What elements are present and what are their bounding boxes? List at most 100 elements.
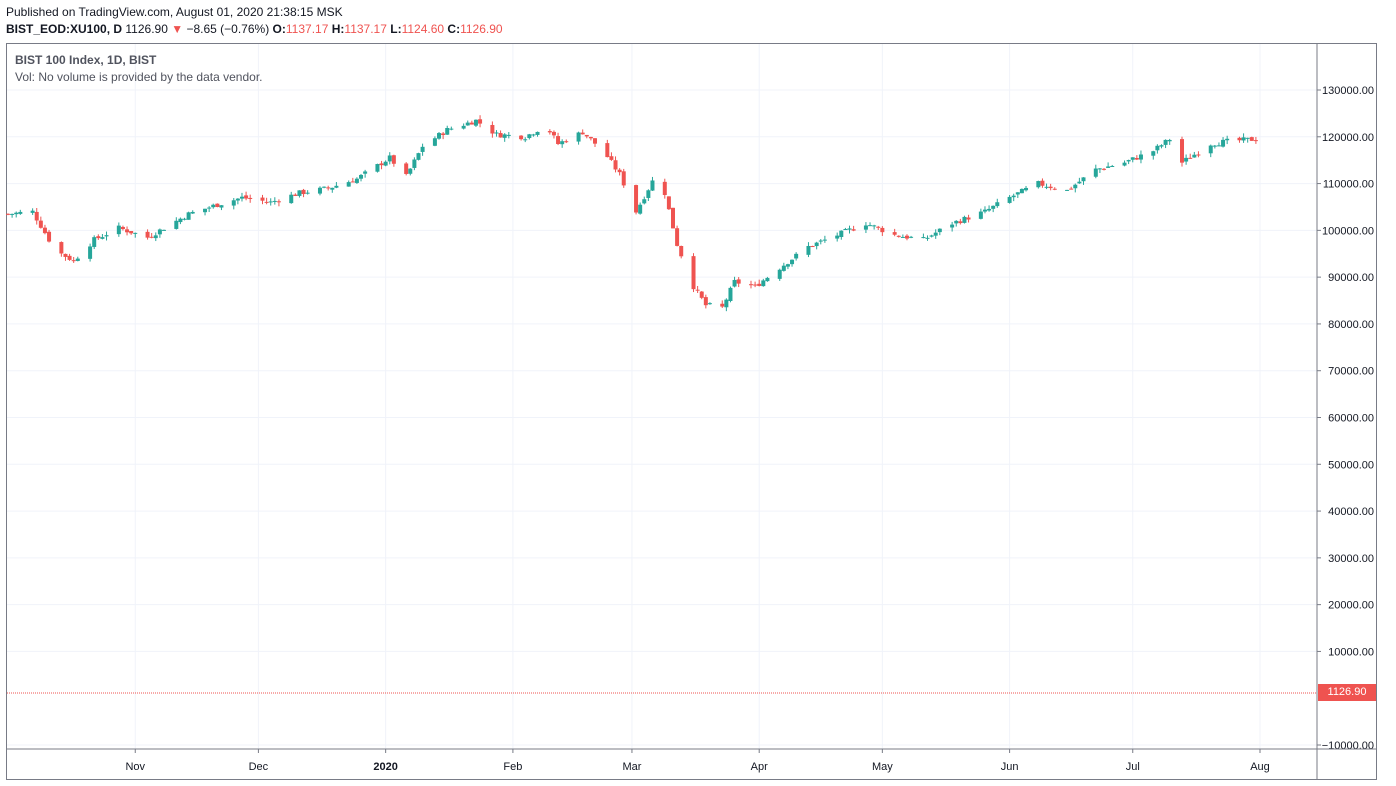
candles <box>6 115 1258 312</box>
candle-body <box>1106 166 1111 168</box>
candle-body <box>695 289 700 291</box>
candle-body <box>781 265 786 271</box>
candle-body <box>186 212 191 220</box>
candle-body <box>1130 157 1135 160</box>
candle-body <box>375 164 380 172</box>
candle-body <box>465 122 470 126</box>
candle-body <box>297 190 302 196</box>
candle-body <box>732 279 737 287</box>
candle-body <box>937 228 942 233</box>
x-tick-label: 2020 <box>373 761 397 773</box>
candle-body <box>753 284 758 286</box>
chart-frame[interactable] <box>6 43 1377 780</box>
candle-body <box>1052 188 1057 190</box>
candle-body <box>896 235 901 237</box>
candle-body <box>129 231 134 234</box>
candle-body <box>100 237 105 239</box>
candle-body <box>835 235 840 239</box>
x-tick-label: Jul <box>1126 761 1140 773</box>
candle-body <box>42 227 47 234</box>
candle-body <box>634 185 639 213</box>
candle-body <box>506 134 511 136</box>
candle-body <box>133 232 138 234</box>
low-label: L: <box>390 22 402 36</box>
candle-body <box>810 246 815 248</box>
candle-body <box>231 200 236 206</box>
candle-body <box>1077 181 1082 184</box>
x-tick-label: Mar <box>622 761 641 773</box>
candle-body <box>174 220 179 229</box>
candle-body <box>818 240 823 242</box>
x-tick-label: Jun <box>1001 761 1019 773</box>
candle-body <box>153 235 158 239</box>
candle-body <box>104 235 109 237</box>
candle-body <box>670 207 675 229</box>
candle-body <box>638 204 643 214</box>
candle-body <box>876 226 881 228</box>
candle-body <box>14 212 19 215</box>
candle-body <box>925 237 930 239</box>
candle-body <box>588 136 593 139</box>
x-tick-label: Nov <box>125 761 145 773</box>
open-value: 1137.17 <box>285 22 329 36</box>
x-tick-label: Aug <box>1250 761 1270 773</box>
candle-body <box>1155 145 1160 151</box>
candle-body <box>305 192 310 194</box>
candle-body <box>383 161 388 166</box>
candle-body <box>473 119 478 126</box>
candle-body <box>322 186 327 188</box>
candle-body <box>441 133 446 136</box>
candle-body <box>1065 189 1070 191</box>
candle-body <box>605 143 610 158</box>
candle-body <box>1019 188 1024 194</box>
candle-body <box>1040 180 1045 186</box>
candle-body <box>276 201 281 203</box>
candle-body <box>1138 154 1143 160</box>
candle-body <box>987 208 992 211</box>
candle-body <box>576 132 581 142</box>
candle-body <box>666 196 671 210</box>
candle-body <box>334 185 339 188</box>
candle-body <box>1093 168 1098 177</box>
candle-body <box>478 119 483 124</box>
candle-body <box>978 211 983 219</box>
candle-body <box>863 225 868 230</box>
candle-body <box>211 204 216 208</box>
candle-body <box>215 203 220 207</box>
candle-body <box>909 236 914 238</box>
candle-body <box>1188 157 1193 159</box>
candle-body <box>1245 137 1250 139</box>
candle-body <box>1011 195 1016 198</box>
candle-body <box>851 229 856 231</box>
candle-body <box>1134 157 1139 160</box>
candle-body <box>387 155 392 162</box>
y-tick-label: 120000.00 <box>1322 132 1374 144</box>
candle-body <box>239 196 244 199</box>
candle-body <box>317 187 322 194</box>
candle-body <box>1126 160 1131 162</box>
candle-body <box>962 216 967 223</box>
candle-body <box>1007 196 1012 203</box>
candle-body <box>149 236 154 238</box>
candle-body <box>839 230 844 238</box>
candle-body <box>437 133 442 139</box>
candle-body <box>469 122 474 125</box>
close-label: C: <box>447 22 461 36</box>
candle-body <box>75 258 80 261</box>
candle-body <box>38 220 43 228</box>
candle-body <box>1180 139 1185 163</box>
candle-body <box>929 235 934 237</box>
candle-body <box>868 225 873 227</box>
candle-body <box>289 194 294 204</box>
candle-body <box>593 138 598 144</box>
grid-lines <box>7 44 1317 749</box>
candle-body <box>293 194 298 196</box>
candle-body <box>621 171 626 186</box>
candle-body <box>145 231 150 238</box>
candle-body <box>260 197 265 201</box>
candle-body <box>785 264 790 267</box>
candle-body <box>822 239 827 241</box>
x-tick-label: Feb <box>503 761 522 773</box>
candle-body <box>761 280 766 287</box>
